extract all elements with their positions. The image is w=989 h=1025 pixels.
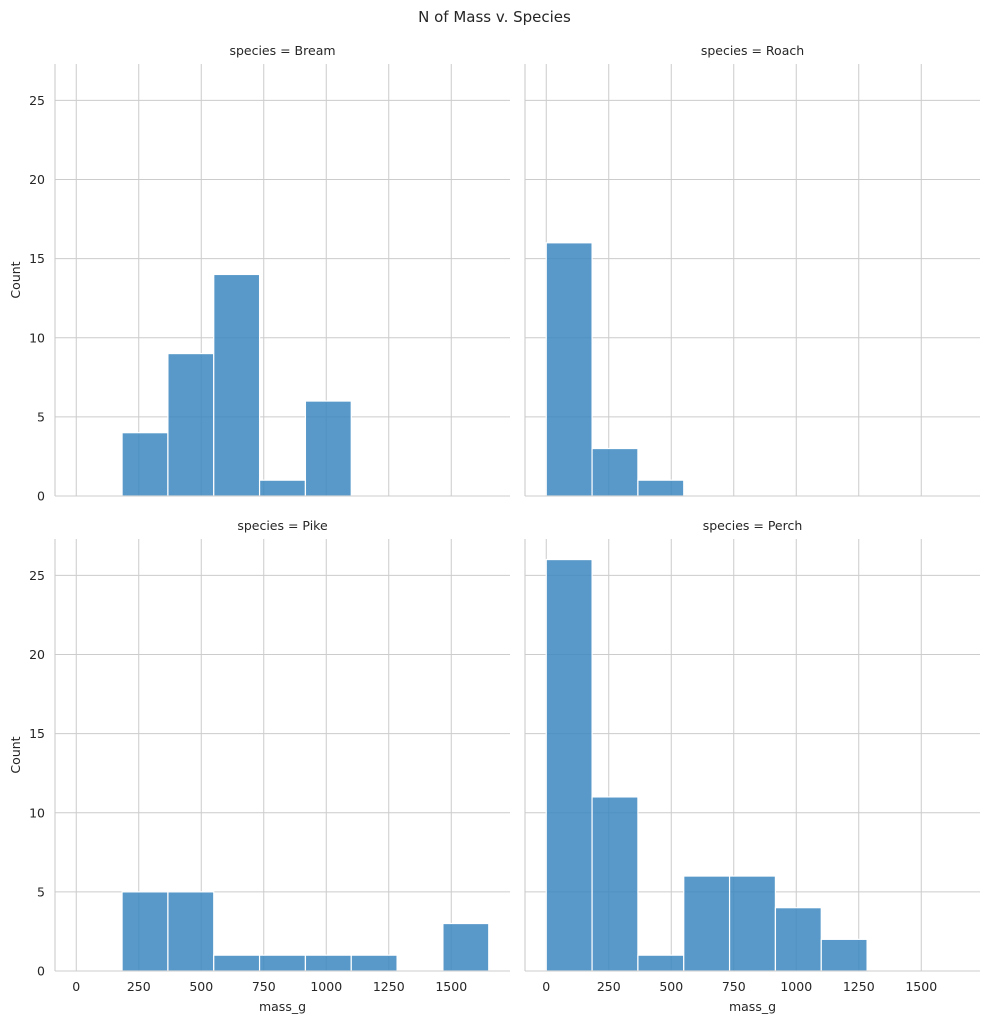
x-axis-label: mass_g: [259, 999, 306, 1014]
histogram-bar: [545, 558, 593, 972]
histogram-bar: [545, 242, 593, 497]
histogram-bar: [213, 954, 261, 972]
facet-panel-1: species = Bream 0 5 10 15 20 25 Count: [8, 43, 510, 504]
histogram-bar: [637, 479, 685, 497]
histogram-bar: [167, 891, 215, 972]
x-tick-label: 0: [72, 979, 80, 994]
y-tick-label: 5: [37, 884, 45, 899]
x-tick-label: 1250: [373, 979, 405, 994]
histogram-bar: [591, 447, 639, 497]
x-tick-label: 750: [722, 979, 746, 994]
histogram-bar: [442, 922, 490, 972]
y-tick-label: 25: [29, 93, 45, 108]
x-tick-label: 1000: [310, 979, 342, 994]
x-tick-label: 1500: [905, 979, 937, 994]
x-tick-label: 750: [252, 979, 276, 994]
histogram-bar: [591, 796, 639, 972]
x-axis-label: mass_g: [729, 999, 776, 1014]
histogram-bar: [637, 954, 685, 972]
y-tick-label: 0: [37, 489, 45, 504]
x-tick-label: 1250: [843, 979, 875, 994]
facet-panel-3: species = Pike 0 5 10 15 20 25 Count 0 250 500 750 1…: [8, 518, 510, 1014]
facet-panel-2: species = Roach: [524, 43, 980, 497]
x-tick-label: 250: [597, 979, 621, 994]
x-tick-label: 500: [659, 979, 683, 994]
figure-title: N of Mass v. Species: [418, 8, 571, 26]
facet-title: species = Roach: [701, 43, 804, 58]
y-axis-label: Count: [8, 261, 23, 298]
histogram-bar: [167, 352, 215, 497]
y-axis-label: Count: [8, 736, 23, 773]
y-tick-label: 5: [37, 409, 45, 424]
x-tick-label: 500: [189, 979, 213, 994]
histogram-bar: [121, 891, 169, 972]
facet-title: species = Bream: [229, 43, 335, 58]
y-tick-label: 15: [29, 251, 45, 266]
histogram-bar: [728, 875, 777, 972]
histogram-bar: [820, 938, 868, 972]
histogram-bar: [304, 954, 352, 972]
facet-title: species = Perch: [703, 518, 803, 533]
y-tick-label: 10: [29, 805, 45, 820]
x-tick-label: 0: [542, 979, 550, 994]
histogram-bar: [258, 479, 307, 497]
facet-title: species = Pike: [237, 518, 328, 533]
facet-panel-4: species = Perch 0 250 500 750 1000 1250 1500 mas…: [524, 518, 980, 1014]
y-tick-label: 20: [29, 647, 45, 662]
x-tick-label: 250: [127, 979, 151, 994]
x-tick-label: 1500: [435, 979, 467, 994]
x-tick-label: 1000: [780, 979, 812, 994]
histogram-bar: [121, 432, 169, 497]
histogram-bar: [683, 875, 731, 972]
histogram-bar: [350, 954, 398, 972]
y-tick-label: 15: [29, 726, 45, 741]
y-tick-label: 20: [29, 172, 45, 187]
histogram-bar: [304, 400, 352, 497]
histogram-bar: [774, 907, 822, 972]
y-tick-label: 25: [29, 568, 45, 583]
y-tick-label: 10: [29, 330, 45, 345]
y-tick-label: 0: [37, 964, 45, 979]
histogram-bar: [213, 273, 261, 497]
histogram-bar: [258, 954, 307, 972]
